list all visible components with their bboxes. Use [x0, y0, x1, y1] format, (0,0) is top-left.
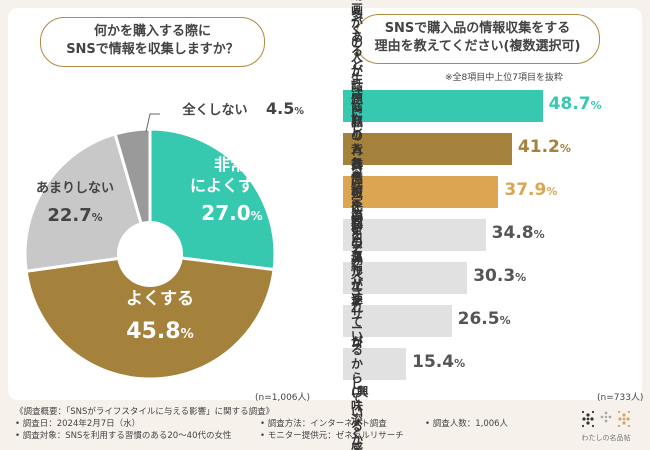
pie-slice-value: 45.8% — [126, 319, 194, 344]
pie-slice-value: 22.7% — [47, 205, 102, 226]
bar-value: 34.8% — [491, 223, 545, 243]
pie-slice — [23, 132, 152, 273]
logo-text: わたしの名品帖 — [581, 434, 631, 442]
pie-leader-line — [145, 113, 160, 133]
footer-provider: • モニター提供元：ゼネラルリサーチ — [260, 431, 404, 441]
bar-value: 26.5% — [457, 309, 511, 329]
pie-slice-value: 4.5% — [266, 99, 304, 118]
brand-logo: わたしの名品帖 — [570, 405, 642, 445]
pie-slice-label: あまりしない — [36, 181, 114, 196]
bar-value: 30.3% — [473, 266, 527, 286]
bar — [343, 133, 512, 165]
pie-slice — [24, 252, 276, 381]
left-sample-size: (n=1,006人) — [255, 393, 311, 403]
footer-date: • 調査日：2024年2月7日（水） — [15, 419, 141, 429]
footer-count: • 調査人数：1,006人 — [425, 419, 509, 429]
pie-center-hole — [117, 221, 183, 287]
left-question-text: 何かを購入する際に SNSで情報を収集しますか？ — [66, 24, 239, 57]
bar — [343, 219, 486, 251]
bar-label: 面白く紹介されている から(興味深く感じるから) — [351, 217, 369, 450]
right-note: ※全8項目中上位7項目を抜粋 — [445, 73, 563, 83]
footer-target: • 調査対象：SNSを利用する習慣のある20〜40代の女性 — [15, 431, 232, 441]
bar — [343, 348, 407, 380]
pie-slice-label: 全くしない — [181, 102, 247, 118]
pie-slice — [148, 127, 277, 272]
bar — [343, 305, 452, 337]
bar-value: 41.2% — [517, 137, 571, 157]
bar — [343, 90, 543, 122]
bar — [343, 176, 499, 208]
right-question-text: SNSで購入品の情報収集をする 理由を教えてください(複数選択可) — [374, 21, 581, 54]
bar — [343, 262, 468, 294]
flower-logo-icon — [581, 410, 631, 428]
pie-slice-label: よくする — [126, 289, 194, 309]
pie-slice-label: によくする — [190, 176, 270, 195]
right-question-title: SNSで購入品の情報収集をする 理由を教えてください(複数選択可) — [355, 14, 600, 64]
right-sample-size: (n=733人) — [597, 393, 644, 403]
left-question-title: 何かを購入する際に SNSで情報を収集しますか？ — [40, 17, 265, 67]
footer-method: • 調査方法：インターネット調査 — [260, 419, 387, 429]
bar-value: 15.4% — [412, 352, 466, 372]
bar-value: 48.7% — [548, 94, 602, 114]
pie-slice-label: 非常 — [214, 155, 246, 174]
pie-slice-value: 27.0% — [201, 201, 262, 225]
bar-value: 37.9% — [504, 180, 558, 200]
footer-summary: 《調査概要：「SNSがライフスタイルに与える影響」に関する調査》 — [15, 407, 275, 417]
